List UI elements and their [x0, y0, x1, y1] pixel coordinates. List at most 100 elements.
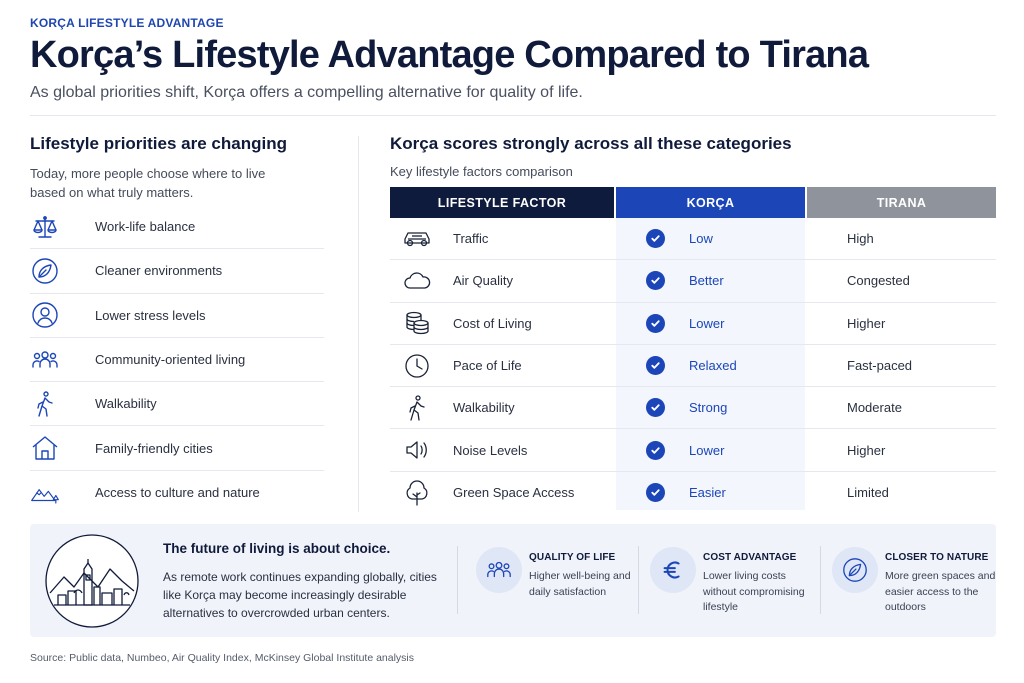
tirana-value: Moderate [847, 400, 902, 416]
korca-cell: Low [616, 229, 805, 249]
list-item: Cleaner environments [30, 249, 324, 294]
table-row: Green Space Access Easier Limited [390, 472, 996, 514]
town-illustration-icon [44, 533, 140, 629]
feature-title: QUALITY OF LIFE [529, 552, 616, 563]
mountains-icon [30, 478, 72, 508]
list-item: Walkability [30, 382, 324, 427]
list-item-label: Cleaner environments [95, 263, 223, 279]
source-note: Source: Public data, Numbeo, Air Quality… [30, 652, 415, 664]
factor-label: Green Space Access [453, 485, 575, 501]
comparison-heading: Korça scores strongly across all these c… [390, 134, 792, 153]
balance-scale-icon [30, 212, 72, 242]
check-icon [646, 398, 665, 418]
list-item: Lower stress levels [30, 294, 324, 338]
speaker-icon [390, 435, 444, 465]
banner-divider [820, 546, 821, 614]
tree-icon [390, 478, 444, 508]
comparison-table: LIFESTYLE FACTOR KORÇA TIRANA Traffic Lo… [390, 187, 996, 514]
column-header-korca: KORÇA [616, 187, 805, 218]
community-icon [30, 345, 72, 375]
check-icon [646, 483, 665, 503]
column-header-tirana: TIRANA [807, 187, 996, 218]
table-row: Air Quality Better Congested [390, 260, 996, 303]
list-item-label: Lower stress levels [95, 307, 206, 323]
korca-value: Relaxed [689, 358, 737, 374]
korca-cell: Easier [616, 483, 805, 503]
korca-cell: Lower [616, 313, 805, 333]
feature-title: CLOSER TO NATURE [885, 552, 989, 563]
leaf-icon [30, 256, 72, 286]
car-icon [390, 224, 444, 254]
walking-icon [30, 389, 72, 419]
comparison-subheading: Key lifestyle factors comparison [390, 164, 573, 179]
factor-label: Pace of Life [453, 358, 522, 374]
header-divider [30, 115, 996, 116]
priorities-intro: Today, more people choose where to live … [30, 166, 266, 200]
check-icon [646, 313, 665, 333]
factor-label: Cost of Living [453, 315, 532, 331]
column-divider [358, 136, 359, 512]
list-item: Community-oriented living [30, 338, 324, 383]
korca-value: Easier [689, 485, 726, 501]
korca-cell: Lower [616, 440, 805, 460]
comparison-section: Korça scores strongly across all these c… [390, 134, 996, 510]
check-icon [646, 271, 665, 291]
table-row: Pace of Life Relaxed Fast-paced [390, 345, 996, 388]
feature-text: Higher well-being and daily satisfaction [529, 570, 631, 598]
priorities-heading: Lifestyle priorities are changing [30, 134, 287, 153]
check-icon [646, 229, 665, 249]
feature-title: COST ADVANTAGE [703, 552, 797, 563]
tirana-value: Congested [847, 273, 910, 289]
list-item: Family-friendly cities [30, 426, 324, 471]
list-item: Access to culture and nature [30, 471, 324, 515]
factor-label: Traffic [453, 231, 489, 247]
list-item-label: Access to culture and nature [95, 485, 260, 501]
factor-label: Noise Levels [453, 442, 528, 458]
priorities-section: Lifestyle priorities are changing Today,… [30, 134, 324, 504]
korca-value: Low [689, 231, 713, 247]
list-item-label: Community-oriented living [95, 352, 246, 368]
korca-cell: Relaxed [616, 356, 805, 376]
future-banner: The future of living is about choice. As… [30, 524, 996, 637]
list-item-label: Family-friendly cities [95, 440, 213, 456]
tirana-value: High [847, 231, 874, 247]
korca-value: Lower [689, 442, 725, 458]
banner-divider [457, 546, 458, 614]
feature-text: More green spaces and easier access to t… [885, 570, 996, 613]
column-header-factor: LIFESTYLE FACTOR [390, 187, 614, 218]
leaf-icon [832, 547, 878, 593]
feature-text: Lower living costs without compromising … [703, 570, 805, 613]
check-icon [646, 356, 665, 376]
list-item-label: Work-life balance [95, 219, 196, 235]
eyebrow-label: KORÇA LIFESTYLE ADVANTAGE [30, 16, 224, 30]
community-icon [476, 547, 522, 593]
walking-icon [390, 393, 444, 423]
korca-cell: Better [616, 271, 805, 291]
house-icon [30, 433, 72, 463]
tirana-value: Fast-paced [847, 358, 913, 374]
page-subtitle: As global priorities shift, Korça offers… [30, 84, 583, 101]
banner-title: The future of living is about choice. [163, 541, 391, 556]
check-icon [646, 440, 665, 460]
tirana-value: Higher [847, 442, 886, 458]
banner-text: As remote work continues expanding globa… [163, 570, 437, 620]
tirana-value: Higher [847, 315, 886, 331]
page-title: Korça’s Lifestyle Advantage Compared to … [30, 34, 869, 76]
list-item: Work-life balance [30, 205, 324, 250]
person-icon [30, 300, 72, 330]
korca-cell: Strong [616, 398, 805, 418]
korca-value: Lower [689, 315, 725, 331]
table-row: Walkability Strong Moderate [390, 387, 996, 430]
euro-icon [650, 547, 696, 593]
tirana-value: Limited [847, 485, 889, 501]
banner-divider [638, 546, 639, 614]
korca-value: Strong [689, 400, 728, 416]
priorities-list: Work-life balance Cleaner environments L… [30, 205, 324, 515]
factor-label: Walkability [453, 400, 515, 416]
table-row: Traffic Low High [390, 218, 996, 261]
list-item-label: Walkability [95, 396, 157, 412]
table-header: LIFESTYLE FACTOR KORÇA TIRANA [390, 187, 996, 218]
factor-label: Air Quality [453, 273, 513, 289]
coins-icon [390, 308, 444, 338]
clock-icon [390, 351, 444, 381]
